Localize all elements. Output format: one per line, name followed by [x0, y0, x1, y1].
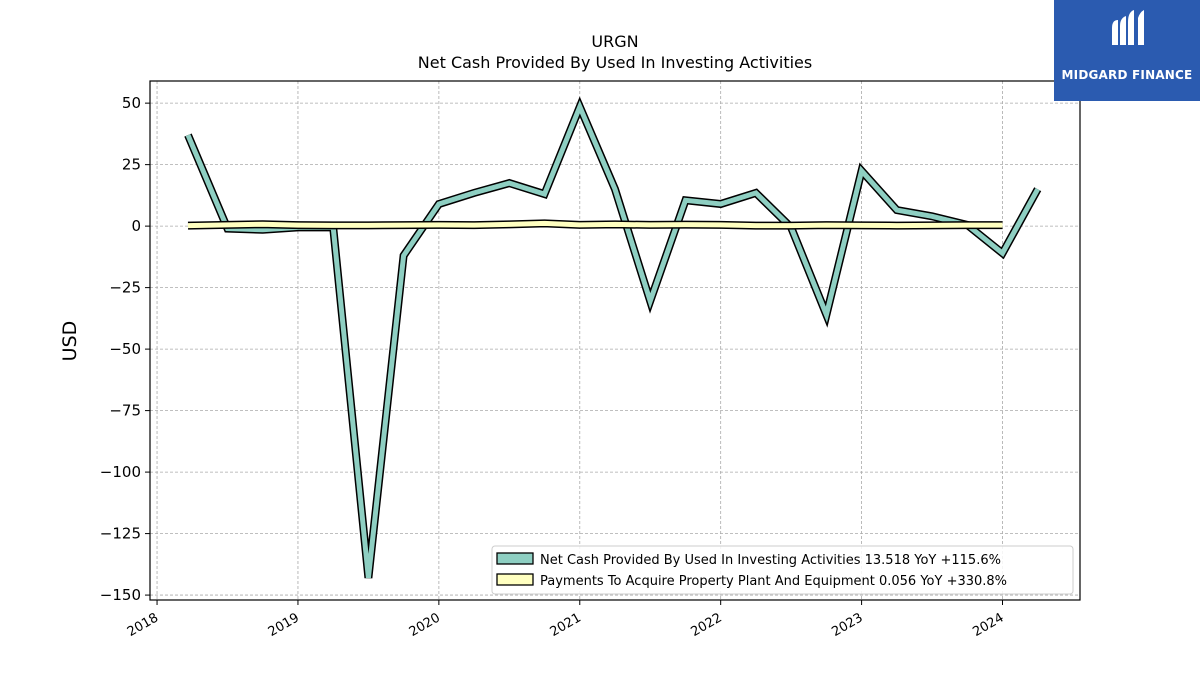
plot-frame	[149, 80, 1081, 601]
y-tick-label: −100	[100, 463, 141, 481]
series-net-cash-outline	[184, 96, 1042, 579]
x-tick-label: 2018	[125, 610, 161, 640]
y-tick-label: 25	[122, 156, 141, 174]
series-lines	[184, 96, 1042, 579]
x-tick-label: 2022	[689, 610, 725, 640]
y-tick-label: 50	[122, 94, 141, 112]
y-axis-label: USD	[59, 321, 81, 362]
legend-swatch-net-cash	[496, 552, 534, 565]
y-tick-label: −50	[109, 340, 141, 358]
y-tick-label: −125	[100, 525, 141, 543]
y-tick-label: 0	[131, 217, 141, 235]
y-tick-label: −150	[100, 586, 141, 604]
legend: Net Cash Provided By Used In Investing A…	[491, 545, 1074, 595]
x-tick-label: 2023	[829, 610, 865, 640]
midgard-logo-icon	[1112, 10, 1144, 45]
midgard-finance-logo: MIDGARD FINANCE	[1054, 0, 1200, 101]
x-tick-label: 2024	[970, 610, 1006, 640]
legend-swatch-capex	[496, 573, 534, 586]
y-tick-label: −25	[109, 279, 141, 297]
axes: 50 25 0 −25 −50 −75 −100 −125 −150 2018 2019 2020 20…	[100, 94, 1007, 640]
y-tick-label: −75	[109, 402, 141, 420]
legend-box	[491, 545, 1074, 595]
logo-text: MIDGARD FINANCE	[1061, 68, 1193, 82]
legend-label-capex: Payments To Acquire Property Plant And E…	[540, 574, 1007, 589]
x-tick-label: 2021	[548, 610, 584, 640]
chart-subtitle: Net Cash Provided By Used In Investing A…	[418, 53, 812, 72]
x-tick-label: 2019	[266, 610, 302, 640]
x-tick-label: 2020	[407, 610, 443, 640]
legend-label-net-cash: Net Cash Provided By Used In Investing A…	[540, 553, 1001, 568]
chart-title: URGN	[591, 32, 638, 51]
grid	[150, 81, 1080, 600]
series-capex-line	[187, 220, 1003, 229]
